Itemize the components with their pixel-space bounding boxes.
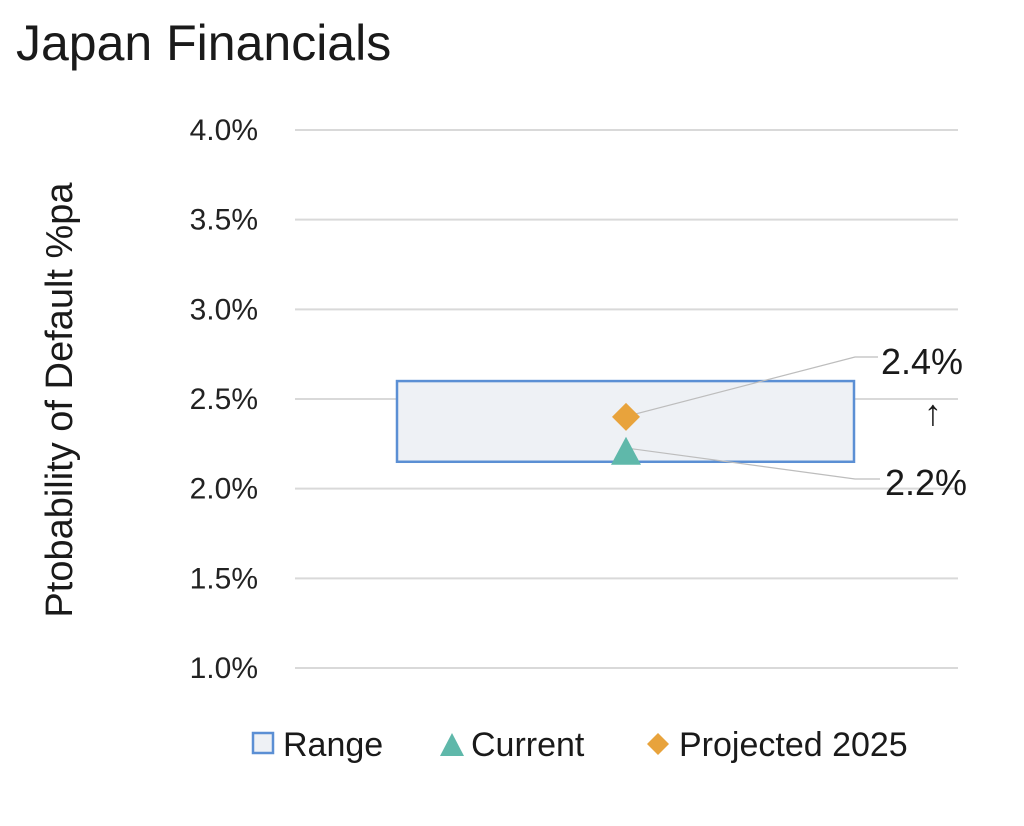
- leader-lines: [631, 356, 880, 480]
- legend-projected-label: Projected 2025: [679, 726, 908, 764]
- current-leader-line: [631, 448, 880, 480]
- legend-projected-swatch: [647, 733, 669, 755]
- current-marker: [611, 436, 641, 465]
- up-arrow-icon: ↑: [924, 392, 942, 433]
- y-tick-label: 4.0%: [190, 114, 258, 147]
- y-axis-label: Ptobability of Default %pa: [39, 182, 81, 618]
- projected-data-label: 2.4%: [881, 341, 963, 382]
- y-tick-label: 2.5%: [190, 383, 258, 416]
- y-tick-labels: 4.0% 3.5% 3.0% 2.5% 2.0% 1.5% 1.0%: [190, 114, 258, 685]
- projected-marker: [612, 402, 640, 431]
- legend-range-label: Range: [283, 726, 383, 764]
- legend-range-swatch: [251, 731, 275, 755]
- y-tick-label: 1.5%: [190, 562, 258, 595]
- projected-leader-line: [631, 356, 878, 416]
- legend-current-swatch: [440, 733, 464, 756]
- y-tick-label: 3.5%: [190, 204, 258, 237]
- chart-title: Japan Financials: [16, 15, 392, 71]
- y-tick-label: 2.0%: [190, 473, 258, 506]
- y-tick-label: 1.0%: [190, 652, 258, 685]
- legend: Range Current Projected 2025: [251, 726, 908, 764]
- current-data-label: 2.2%: [885, 462, 967, 503]
- y-tick-label: 3.0%: [190, 293, 258, 326]
- legend-current-label: Current: [471, 726, 585, 764]
